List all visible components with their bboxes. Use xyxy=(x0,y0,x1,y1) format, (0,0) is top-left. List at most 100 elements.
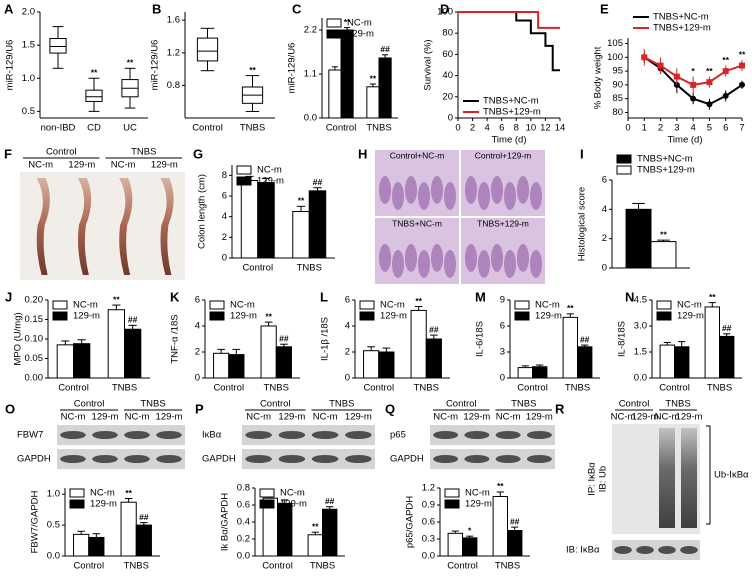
bar xyxy=(447,532,464,557)
x-tick-label: TNBS xyxy=(240,123,265,134)
x-tick-label: TNBS xyxy=(310,561,335,572)
tissue xyxy=(418,250,430,278)
y-tick-label: 0.4 xyxy=(237,517,250,528)
panel-letter: F xyxy=(4,146,12,161)
y-axis-label: IL-1β /18S xyxy=(320,317,331,361)
y-tick-label: 0 xyxy=(500,373,505,384)
significance: ## xyxy=(325,496,335,506)
tissue xyxy=(392,250,404,278)
bar xyxy=(228,354,245,379)
legend-swatch xyxy=(259,488,275,498)
tissue xyxy=(465,176,477,204)
y-tick-label: 0 xyxy=(602,263,607,274)
bar xyxy=(107,309,125,379)
legend-label: NC-m xyxy=(280,488,305,499)
bracket xyxy=(706,425,711,525)
y-tick-label: 0.6 xyxy=(237,500,250,511)
box xyxy=(196,37,219,62)
y-axis-label: IL-8/18S xyxy=(617,321,628,357)
tissue xyxy=(431,176,443,204)
y-tick-label: 0.0 xyxy=(422,551,435,562)
x-tick-label: non-IBD xyxy=(41,123,76,134)
y-axis-label: Ik Bα/GAPDH xyxy=(220,493,231,551)
legend-label: 129-m xyxy=(677,311,704,322)
band-label: IB: IκBα xyxy=(566,545,600,556)
significance: ** xyxy=(298,196,305,206)
legend-swatch xyxy=(359,311,375,321)
significance: ## xyxy=(380,44,390,54)
legend-swatch xyxy=(69,488,85,498)
y-tick-label: 0.0 xyxy=(634,373,647,384)
bar xyxy=(292,211,310,259)
y-tick-label: 1.5 xyxy=(22,40,35,51)
group-label: Control xyxy=(446,399,477,410)
colon xyxy=(119,178,133,275)
bar xyxy=(517,367,533,379)
legend-label: 129-m xyxy=(230,311,257,322)
tissue xyxy=(379,176,391,204)
significance: ** xyxy=(739,49,746,59)
legend-label: 129-m xyxy=(380,311,407,322)
lane-label: 129-m xyxy=(92,412,119,423)
y-tick-label: 3 xyxy=(500,347,505,358)
band xyxy=(680,546,698,554)
panel-letter: M xyxy=(475,289,486,304)
blot xyxy=(430,425,555,445)
lane-label: 129-m xyxy=(156,412,183,423)
x-axis-label: Time (d) xyxy=(491,135,526,146)
band xyxy=(245,431,272,439)
y-tick-label: 6 xyxy=(602,175,607,186)
point xyxy=(641,54,648,61)
y-tick-label: 0.0 xyxy=(237,551,250,562)
legend-swatch xyxy=(616,165,632,175)
significance: ** xyxy=(660,229,667,239)
x-tick-label: 0 xyxy=(455,123,460,134)
band xyxy=(311,431,339,439)
tissue xyxy=(491,176,503,204)
bar xyxy=(562,316,578,379)
legend-label: 129-m xyxy=(257,176,284,187)
band xyxy=(60,431,86,439)
point xyxy=(722,68,729,75)
blot xyxy=(57,425,185,445)
x-tick-label: 1 xyxy=(642,123,647,134)
lane-label: NC-m xyxy=(496,412,521,423)
bar xyxy=(308,190,327,259)
point xyxy=(739,62,745,69)
bar xyxy=(625,208,652,269)
y-tick-label: 0 xyxy=(222,253,227,264)
lane-label: NC-m xyxy=(433,412,458,423)
micrograph-label: TNBS+NC-m xyxy=(392,218,442,228)
legend-label: TNBS+NC-m xyxy=(483,96,539,107)
y-tick-label: 2 xyxy=(345,347,350,358)
bar xyxy=(378,57,392,119)
lane-label: NC-m xyxy=(655,412,680,423)
legend-label: 129-m xyxy=(465,499,492,510)
y-tick-label: 0.0 xyxy=(47,551,60,562)
x-tick-label: 12 xyxy=(540,123,551,134)
lane-label: 129-m xyxy=(151,160,178,171)
tissue xyxy=(431,244,443,272)
legend-swatch xyxy=(514,311,530,321)
panel-letter: N xyxy=(625,289,634,304)
group-label: Control xyxy=(619,399,650,410)
x-tick-label: TNBS xyxy=(495,561,520,572)
legend-swatch xyxy=(236,176,252,186)
colon xyxy=(160,178,174,275)
y-tick-label: 0.10 xyxy=(25,334,44,345)
x-tick-label: 2 xyxy=(470,123,475,134)
band xyxy=(345,431,372,439)
lane-label: 129-m xyxy=(676,412,703,423)
legend-label: TNBS+129-m xyxy=(653,23,711,34)
y-tick-label: 1.0 xyxy=(22,73,35,84)
legend-swatch xyxy=(616,154,632,164)
y-tick-label: 95 xyxy=(612,66,623,77)
band xyxy=(495,455,521,463)
band xyxy=(311,455,339,463)
point xyxy=(673,73,680,80)
legend-label: TNBS+NC-m xyxy=(653,12,709,23)
bar xyxy=(73,343,91,379)
bar xyxy=(260,325,277,379)
bar xyxy=(240,180,259,259)
bar xyxy=(674,346,690,379)
